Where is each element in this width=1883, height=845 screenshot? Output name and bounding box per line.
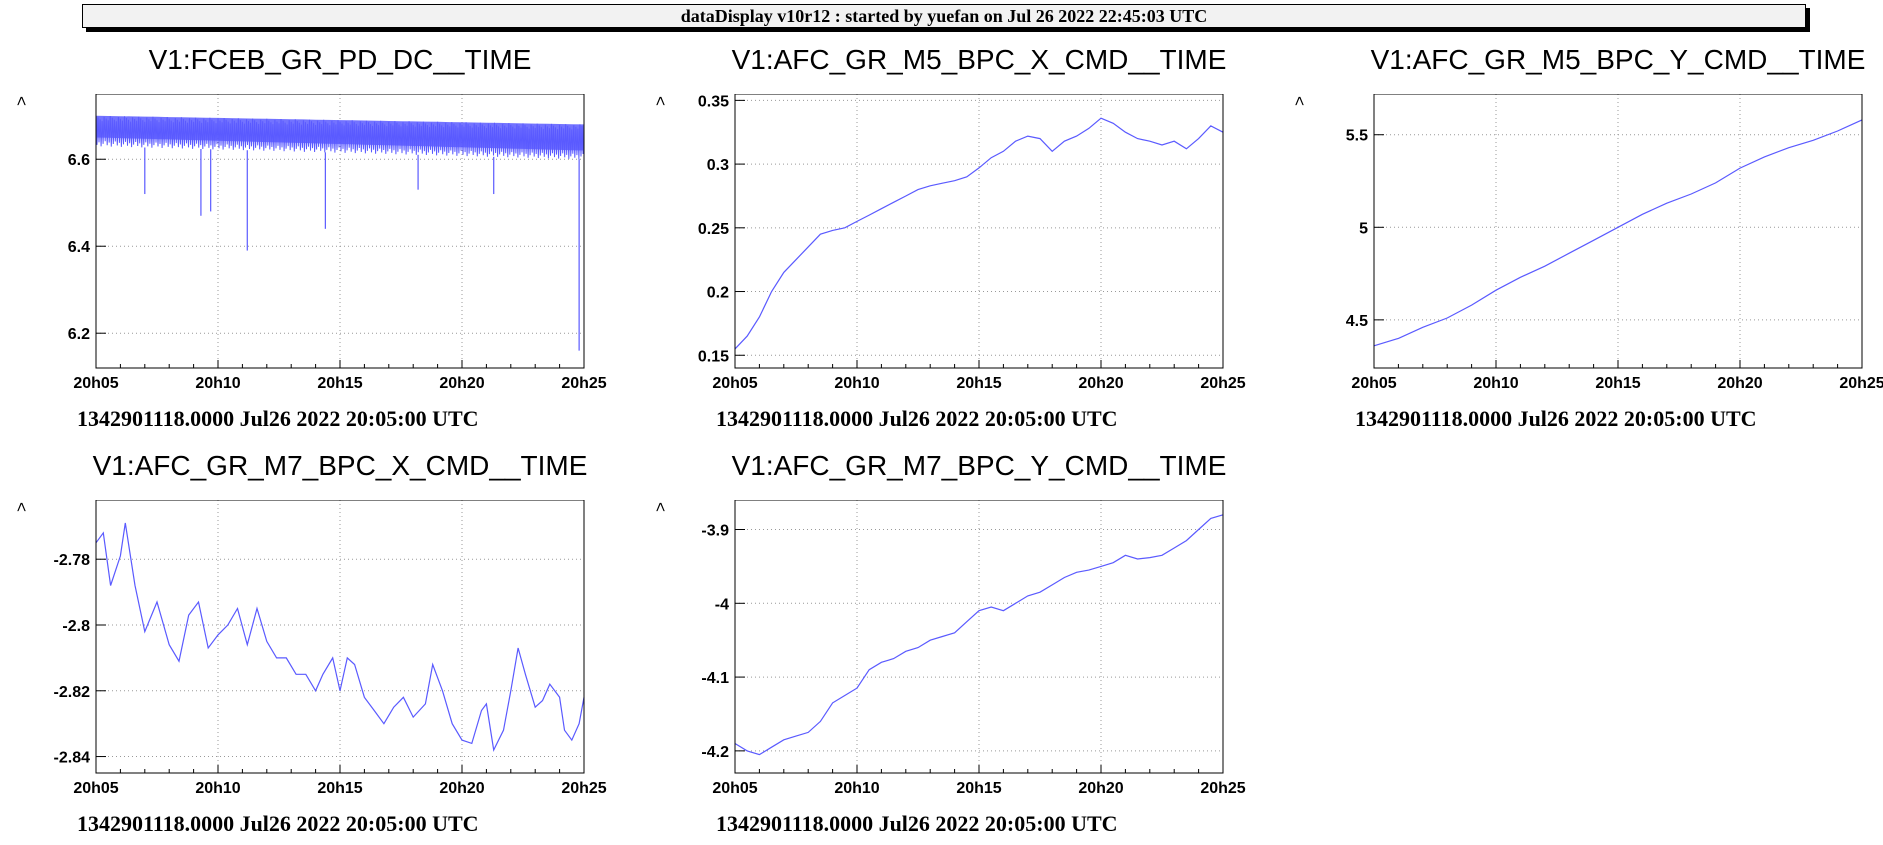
x-tick-label: 20h05	[712, 780, 757, 797]
y-axis-label: >	[651, 502, 670, 512]
x-tick-label: 20h15	[317, 375, 362, 392]
x-tick-label: 20h10	[1473, 375, 1518, 392]
y-tick-label: 0.2	[707, 285, 729, 302]
x-tick-label: 20h25	[561, 780, 606, 797]
chart-title: V1:AFC_GR_M7_BPC_X_CMD__TIME	[92, 450, 588, 481]
x-tick-label: 20h20	[1078, 780, 1123, 797]
y-tick-label: -2.82	[54, 684, 91, 701]
y-tick-label: 6.6	[68, 152, 90, 169]
x-tick-label: 20h10	[834, 780, 879, 797]
x-tick-label: 20h25	[1200, 780, 1245, 797]
plot-area: 20h05 20h10 20h15 20h20 20h25 6.2 6.4 6.6	[68, 94, 607, 392]
x-tick-label: 20h15	[1595, 375, 1640, 392]
y-axis-label: >	[12, 502, 31, 512]
chart-title: V1:AFC_GR_M7_BPC_Y_CMD__TIME	[731, 450, 1227, 481]
plot-area: 20h05 20h10 20h15 20h20 20h25 -4.2 -4.1 -4 -3.9	[701, 500, 1246, 797]
y-tick-label: -4.1	[701, 670, 729, 687]
series-line	[734, 117, 1224, 350]
x-tick-label: 20h20	[439, 375, 484, 392]
y-tick-label: 0.35	[698, 94, 729, 110]
y-tick-label: 0.15	[698, 348, 729, 365]
x-tick-label: 20h15	[317, 780, 362, 797]
chart-title: V1:AFC_GR_M5_BPC_Y_CMD__TIME	[1370, 44, 1866, 75]
y-tick-label: -2.78	[54, 552, 91, 569]
x-axis-label: 1342901118.0000 Jul26 2022 20:05:00 UTC	[716, 406, 1118, 431]
window-title-banner: dataDisplay v10r12 : started by yuefan o…	[82, 4, 1806, 28]
x-tick-label: 20h10	[195, 780, 240, 797]
series-line	[95, 522, 585, 752]
y-axis-label: >	[1290, 96, 1309, 106]
y-axis-label: >	[651, 96, 670, 106]
series-line	[734, 514, 1224, 756]
x-axis-label: 1342901118.0000 Jul26 2022 20:05:00 UTC	[77, 406, 479, 431]
x-tick-label: 20h15	[956, 780, 1001, 797]
chart-title: V1:AFC_GR_M5_BPC_X_CMD__TIME	[731, 44, 1227, 75]
plot-area: 20h05 20h10 20h15 20h20 20h25 0.15 0.2 0.25 0.3 0…	[698, 94, 1246, 392]
y-tick-label: -4.2	[701, 744, 729, 761]
x-tick-label: 20h15	[956, 375, 1001, 392]
x-tick-label: 20h05	[712, 375, 757, 392]
y-tick-label: 0.25	[698, 221, 729, 238]
x-axis-label: 1342901118.0000 Jul26 2022 20:05:00 UTC	[1355, 406, 1757, 431]
y-tick-label: -2.84	[54, 750, 91, 767]
plot-area: 20h05 20h10 20h15 20h20 20h25 4.5 5 5.5	[1346, 94, 1883, 392]
x-axis-label: 1342901118.0000 Jul26 2022 20:05:00 UTC	[716, 811, 1118, 836]
x-tick-label: 20h10	[834, 375, 879, 392]
x-tick-label: 20h25	[561, 375, 606, 392]
y-tick-label: 5	[1359, 220, 1368, 237]
y-axis-label: >	[12, 96, 31, 106]
x-tick-label: 20h20	[1078, 375, 1123, 392]
x-tick-label: 20h05	[73, 375, 118, 392]
x-tick-label: 20h10	[195, 375, 240, 392]
y-tick-label: 6.4	[68, 239, 90, 256]
series-band	[96, 115, 584, 151]
x-tick-label: 20h05	[73, 780, 118, 797]
series-line	[1373, 119, 1863, 347]
x-tick-label: 20h20	[1717, 375, 1762, 392]
x-tick-label: 20h25	[1200, 375, 1245, 392]
x-tick-label: 20h20	[439, 780, 484, 797]
x-tick-label: 20h25	[1839, 375, 1883, 392]
y-tick-label: -2.8	[62, 618, 90, 635]
x-axis-label: 1342901118.0000 Jul26 2022 20:05:00 UTC	[77, 811, 479, 836]
y-tick-label: -3.9	[701, 523, 729, 540]
x-tick-label: 20h05	[1351, 375, 1396, 392]
y-tick-label: 5.5	[1346, 128, 1368, 145]
chart-title: V1:FCEB_GR_PD_DC__TIME	[148, 44, 532, 75]
y-tick-label: -4	[715, 596, 729, 613]
y-tick-label: 0.3	[707, 157, 729, 174]
y-tick-label: 4.5	[1346, 313, 1368, 330]
plot-area: 20h05 20h10 20h15 20h20 20h25 -2.84 -2.82 -2.8 -…	[54, 500, 607, 797]
y-tick-label: 6.2	[68, 326, 90, 343]
